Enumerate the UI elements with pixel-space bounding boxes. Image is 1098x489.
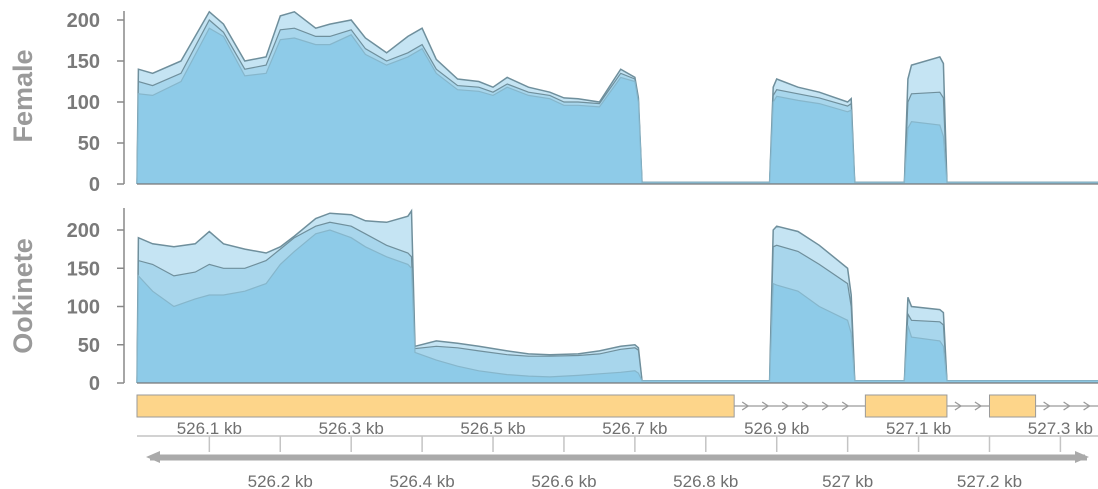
female-series-3-line bbox=[136, 27, 1098, 185]
female-y-tick-label: 0 bbox=[89, 174, 100, 196]
range-right-arrow-icon bbox=[1075, 451, 1089, 463]
ookinete-y-ticks: 200 150 100 50 0 bbox=[67, 220, 124, 395]
ookinete-y-tick-label: 200 bbox=[67, 220, 100, 242]
genomic-coordinate-axis: 526.1 kb 526.3 kb 526.5 kb 526.7 kb 526.9 kb… bbox=[137, 419, 1098, 489]
ookinete-y-tick-label: 50 bbox=[78, 335, 100, 357]
female-y-tick-label: 200 bbox=[67, 10, 100, 32]
x-tick-label: 526.9 kb bbox=[744, 419, 809, 438]
ookinete-y-tick-label: 0 bbox=[89, 373, 100, 395]
ookinete-y-tick-label: 150 bbox=[67, 258, 100, 280]
strand-arrow-icon bbox=[781, 401, 790, 411]
x-tick-label: 527.3 kb bbox=[1028, 419, 1093, 438]
scroll-range-bar bbox=[146, 451, 1089, 463]
x-tick-label: 527.2 kb bbox=[957, 472, 1022, 489]
strand-arrow-icon bbox=[974, 401, 983, 411]
ookinete-series-3-area bbox=[137, 230, 1098, 383]
x-tick-label: 526.5 kb bbox=[460, 419, 525, 438]
strand-arrow-icon bbox=[841, 401, 850, 411]
x-tick-label: 526.1 kb bbox=[177, 419, 242, 438]
female-y-tick-label: 50 bbox=[78, 133, 100, 155]
x-tick-label: 526.6 kb bbox=[531, 472, 596, 489]
lower-tick-labels: 526.2 kb 526.4 kb 526.6 kb 526.8 kb 527 kb 52… bbox=[248, 436, 1022, 489]
x-tick-label: 526.8 kb bbox=[673, 472, 738, 489]
female-y-tick-label: 100 bbox=[67, 92, 100, 114]
strand-arrow-icon bbox=[1063, 401, 1071, 411]
exon-block bbox=[864, 394, 948, 418]
female-coverage-areas bbox=[136, 10, 1098, 185]
gene-track bbox=[136, 394, 1098, 418]
x-tick-label: 526.2 kb bbox=[248, 472, 313, 489]
x-tick-label: 526.4 kb bbox=[389, 472, 454, 489]
exon-block bbox=[988, 394, 1037, 418]
strand-arrow-icon bbox=[801, 401, 810, 411]
strand-arrow-icon bbox=[741, 401, 750, 411]
strand-arrow-icon bbox=[1083, 401, 1091, 411]
x-tick-label: 526.7 kb bbox=[602, 419, 667, 438]
x-tick-label: 527 kb bbox=[822, 472, 873, 489]
ookinete-y-label: Ookinete bbox=[8, 238, 38, 354]
strand-arrow-icon bbox=[954, 401, 963, 411]
strand-arrow-icon bbox=[761, 401, 770, 411]
x-tick-label: 527.1 kb bbox=[886, 419, 951, 438]
exon-block bbox=[136, 394, 735, 418]
ookinete-y-tick-label: 100 bbox=[67, 297, 100, 319]
ookinete-coverage-areas bbox=[136, 208, 1098, 384]
strand-arrow-icon bbox=[1043, 401, 1051, 411]
female-y-ticks: 200 150 100 50 0 bbox=[67, 10, 124, 196]
female-series-3-area bbox=[137, 28, 1098, 185]
female-y-tick-label: 150 bbox=[67, 51, 100, 73]
female-coverage-panel: Female 200 150 100 50 0 bbox=[8, 10, 1098, 196]
strand-arrow-icon bbox=[821, 401, 830, 411]
female-y-label: Female bbox=[8, 49, 38, 142]
x-tick-label: 526.3 kb bbox=[319, 419, 384, 438]
range-left-arrow-icon bbox=[146, 451, 160, 463]
ookinete-coverage-panel: Ookinete 200 150 100 50 0 bbox=[8, 208, 1098, 395]
ookinete-series-3-line bbox=[136, 229, 1098, 384]
upper-tick-labels: 526.1 kb 526.3 kb 526.5 kb 526.7 kb 526.9 kb… bbox=[177, 419, 1093, 452]
